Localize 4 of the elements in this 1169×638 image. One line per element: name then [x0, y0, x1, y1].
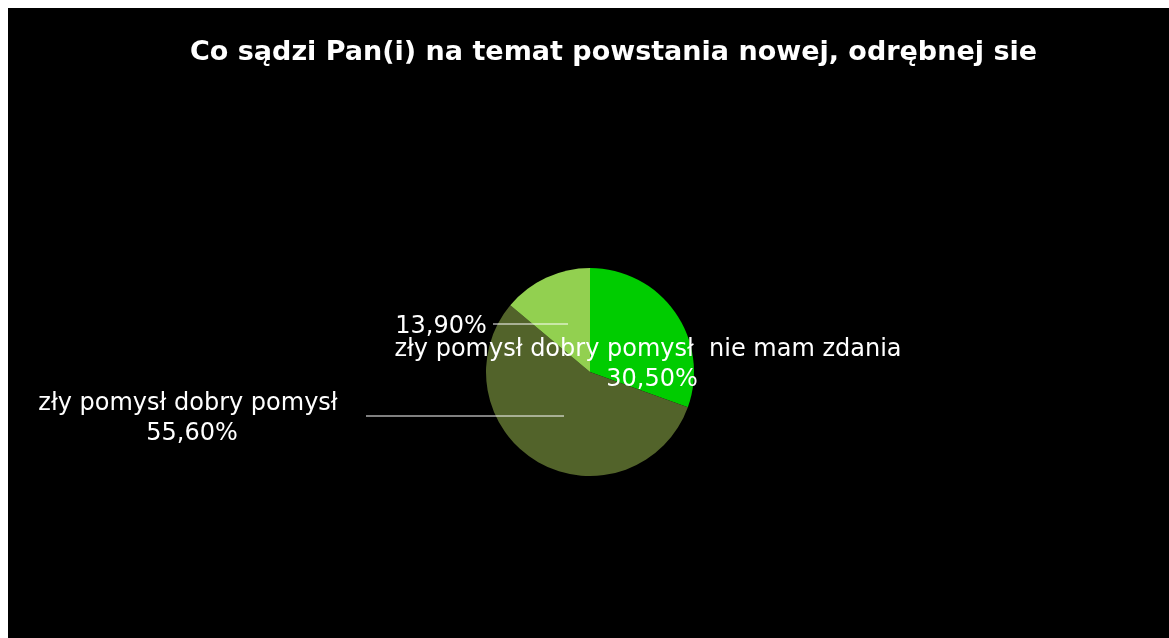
chart-title: Co sądzi Pan(i) na temat powstania nowej, odrębnej sie	[190, 35, 1038, 66]
slice-label: zły pomysł dobry pomysł	[38, 388, 338, 416]
data-label: 55,60%	[146, 418, 238, 446]
data-label: 13,90%	[395, 311, 487, 339]
